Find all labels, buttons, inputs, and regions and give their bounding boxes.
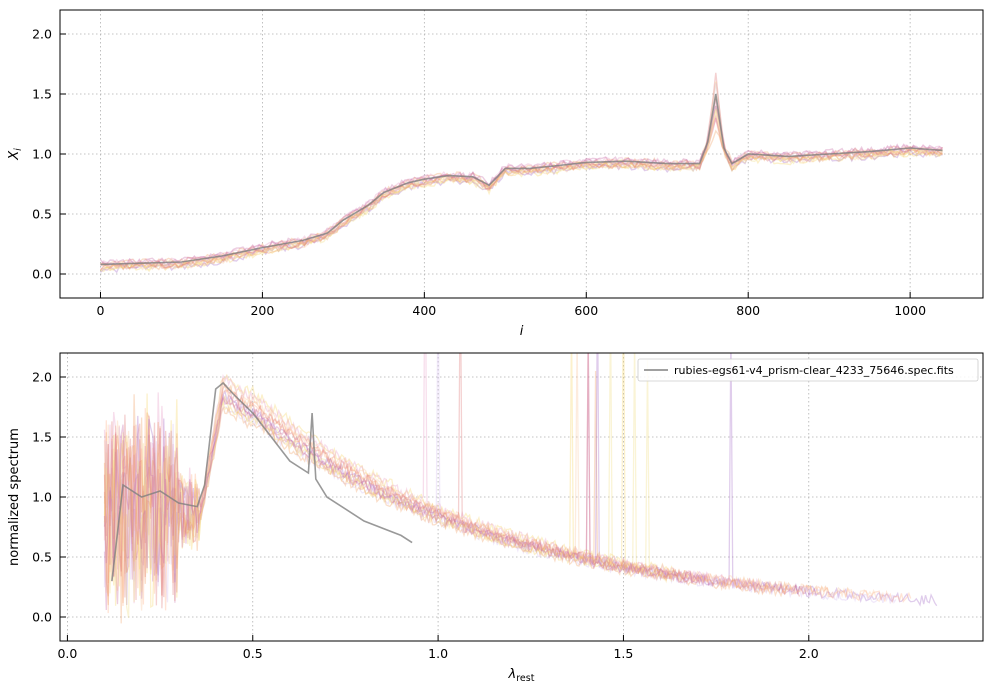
- y-tick-label: 1.0: [32, 490, 52, 505]
- bottom-panel-background-spectra: [103, 353, 938, 624]
- legend-box: [637, 358, 979, 382]
- background-spectrum-line: [100, 81, 943, 273]
- background-spectrum-line: [103, 353, 760, 604]
- y-tick-label: 1.5: [32, 87, 52, 102]
- y-tick-label: 0.5: [32, 550, 52, 565]
- background-spectrum-line: [100, 113, 943, 270]
- x-tick-label: 0.5: [243, 646, 263, 661]
- x-tick-label: 800: [736, 303, 760, 318]
- bottom-x-axis-label: λrest: [508, 667, 535, 684]
- top-panel: 0 200 400 600 800 1000 0.0 0.5 1.0 1.5 2.0 i Xi: [7, 9, 984, 339]
- series-line: [100, 93, 943, 266]
- background-spectrum-line: [103, 353, 897, 604]
- background-spectrum-line: [100, 96, 944, 271]
- top-panel-ticks: 0 200 400 600 800 1000 0.0 0.5 1.0 1.5 2.0: [32, 27, 926, 319]
- y-tick-label: 2.0: [32, 370, 52, 385]
- x-tick-label: 200: [250, 303, 274, 318]
- y-tick-label: 1.0: [32, 147, 52, 162]
- top-x-axis-label: i: [520, 324, 524, 339]
- background-spectrum-line: [103, 353, 706, 588]
- top-panel-series: [100, 93, 943, 266]
- y-tick-label: 2.0: [32, 27, 52, 42]
- series-line: [111, 381, 413, 582]
- legend-label: rubies-egs61-v4_prism-clear_4233_75646.s…: [674, 364, 954, 377]
- background-spectrum-line: [103, 353, 884, 611]
- top-y-axis-label: Xi: [7, 148, 24, 161]
- x-tick-label: 1.0: [428, 646, 448, 661]
- background-spectrum-line: [100, 129, 943, 271]
- background-spectrum-line: [103, 353, 673, 609]
- background-spectrum-line: [103, 353, 685, 618]
- y-tick-label: 0.0: [32, 267, 52, 282]
- y-tick-label: 0.5: [32, 207, 52, 222]
- background-spectrum-line: [103, 353, 700, 609]
- background-spectrum-line: [103, 370, 834, 604]
- background-spectrum-line: [103, 388, 912, 614]
- background-spectrum-line: [103, 396, 801, 601]
- background-spectrum-line: [103, 393, 817, 611]
- bottom-panel-ticks: 0.0 0.5 1.0 1.5 2.0 0.0 0.5 1.0 1.5 2.0: [32, 370, 819, 662]
- background-spectrum-line: [99, 109, 943, 272]
- background-spectrum-line: [103, 404, 788, 624]
- x-tick-label: 0: [97, 303, 105, 318]
- background-spectrum-line: [99, 98, 943, 268]
- x-tick-label: 1.5: [613, 646, 633, 661]
- x-tick-label: 2.0: [799, 646, 819, 661]
- x-tick-label: 600: [574, 303, 598, 318]
- y-tick-label: 0.0: [32, 610, 52, 625]
- x-tick-label: 1000: [894, 303, 926, 318]
- bottom-panel: 0.0 0.5 1.0 1.5 2.0 0.0 0.5 1.0 1.5 2.0 λrest nor…: [7, 352, 984, 684]
- x-tick-label: 0.0: [57, 646, 77, 661]
- background-spectrum-line: [103, 353, 938, 607]
- bottom-y-axis-label: normalized spectrum: [7, 428, 22, 566]
- background-spectrum-line: [99, 72, 943, 271]
- x-tick-label: 400: [412, 303, 436, 318]
- y-tick-label: 1.5: [32, 430, 52, 445]
- bottom-panel-series: [111, 381, 413, 582]
- legend: rubies-egs61-v4_prism-clear_4233_75646.s…: [637, 358, 979, 382]
- background-spectrum-line: [100, 105, 943, 274]
- background-spectrum-line: [100, 109, 943, 272]
